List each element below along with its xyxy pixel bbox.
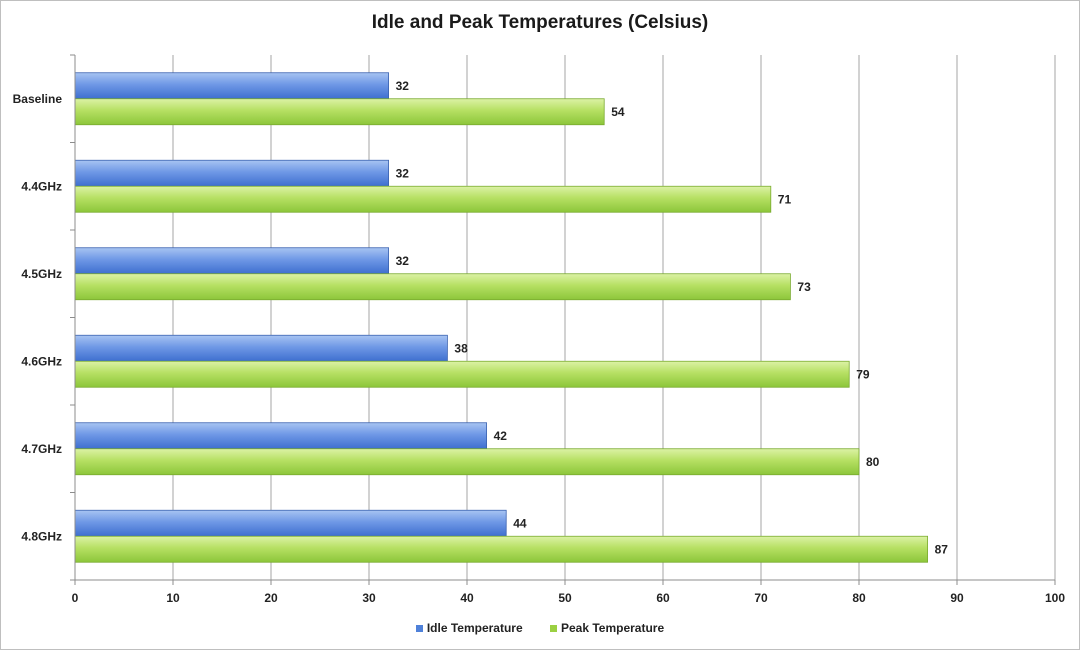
category-label: 4.7GHz <box>21 442 62 456</box>
data-label: 44 <box>513 516 527 530</box>
data-label: 38 <box>454 341 468 355</box>
data-label: 79 <box>856 367 870 381</box>
x-tick-label: 90 <box>950 591 964 605</box>
data-label: 87 <box>935 542 949 556</box>
bar-idle <box>74 72 390 100</box>
legend-swatch-idle <box>415 625 423 633</box>
bar-idle <box>74 247 390 275</box>
x-tick-label: 70 <box>754 591 768 605</box>
legend-label-peak: Peak Temperature <box>560 621 665 635</box>
data-label: 73 <box>797 280 811 294</box>
chart-title: Idle and Peak Temperatures (Celsius) <box>371 12 709 33</box>
category-label: 4.4GHz <box>21 179 62 193</box>
x-tick-label: 30 <box>362 591 376 605</box>
legend-swatch-peak <box>549 625 557 633</box>
bar-peak <box>74 448 860 476</box>
x-tick-label: 40 <box>460 591 474 605</box>
legend: Idle Temperature Peak Temperature <box>0 621 1080 635</box>
bar-idle <box>74 159 390 187</box>
bar-peak <box>74 360 850 388</box>
x-tick-label: 0 <box>72 591 79 605</box>
bar-idle <box>74 422 488 450</box>
legend-item-idle: Idle Temperature <box>415 621 523 635</box>
x-tick-label: 100 <box>1045 591 1065 605</box>
category-label: 4.6GHz <box>21 354 62 368</box>
bar-peak <box>74 273 791 301</box>
data-label: 32 <box>396 254 410 268</box>
bar-peak <box>74 535 928 563</box>
data-label: 71 <box>778 192 792 206</box>
legend-item-peak: Peak Temperature <box>549 621 665 635</box>
x-tick-label: 60 <box>656 591 670 605</box>
x-tick-label: 10 <box>166 591 180 605</box>
bar-peak <box>74 98 605 126</box>
data-label: 32 <box>396 79 410 93</box>
bar-idle <box>74 334 448 362</box>
legend-label-idle: Idle Temperature <box>426 621 523 635</box>
x-tick-label: 50 <box>558 591 572 605</box>
category-label: 4.5GHz <box>21 267 62 281</box>
data-label: 54 <box>611 105 625 119</box>
category-label: 4.8GHz <box>21 529 62 543</box>
x-tick-label: 80 <box>852 591 866 605</box>
x-tick-label: 20 <box>264 591 278 605</box>
data-label: 32 <box>396 166 410 180</box>
category-label: Baseline <box>13 92 63 106</box>
bar-idle <box>74 509 507 537</box>
data-label: 80 <box>866 455 880 469</box>
data-label: 42 <box>494 429 508 443</box>
bar-peak <box>74 185 772 213</box>
